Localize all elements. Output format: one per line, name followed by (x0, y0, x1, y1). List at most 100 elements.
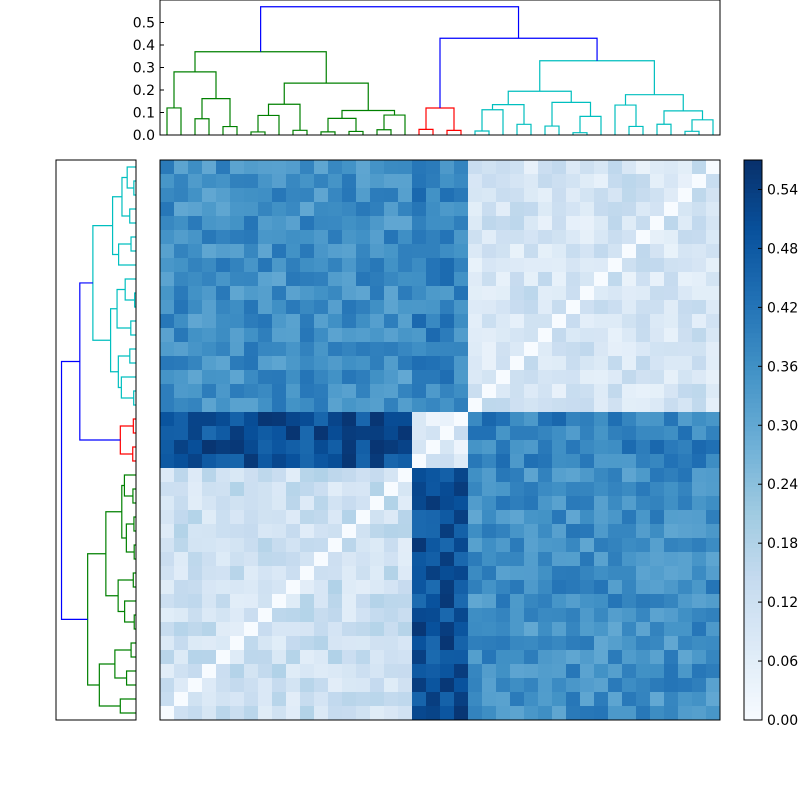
heatmap-cell (538, 692, 553, 707)
heatmap-cell (272, 706, 287, 721)
heatmap-cell (678, 202, 693, 217)
heatmap-cell (510, 412, 525, 427)
left-dendrogram-link (133, 544, 136, 560)
heatmap-cell (356, 678, 371, 693)
heatmap-cell (412, 174, 427, 189)
heatmap-cell (594, 356, 609, 371)
heatmap-cell (412, 454, 427, 469)
heatmap-cell (650, 412, 665, 427)
heatmap-cell (286, 608, 301, 623)
heatmap-cell (482, 202, 497, 217)
heatmap-cell (258, 580, 273, 595)
heatmap-cell (272, 328, 287, 343)
heatmap-cell (202, 678, 217, 693)
heatmap-cell (482, 692, 497, 707)
heatmap-cell (664, 664, 679, 679)
heatmap-cell (342, 552, 357, 567)
heatmap-cell (440, 678, 455, 693)
heatmap-cell (356, 286, 371, 301)
heatmap-cell (244, 370, 259, 385)
heatmap-cell (188, 286, 203, 301)
heatmap-cell (328, 440, 343, 455)
heatmap-cell (426, 426, 441, 441)
heatmap-cell (342, 566, 357, 581)
heatmap-cell (174, 286, 189, 301)
heatmap-cell (398, 468, 413, 483)
heatmap-cell (300, 454, 315, 469)
heatmap-cell (692, 496, 707, 511)
heatmap-cell (314, 566, 329, 581)
heatmap-cell (510, 244, 525, 259)
heatmap-cell (706, 538, 721, 553)
colorbar-segment (744, 332, 762, 338)
left-dendrogram-link (133, 516, 136, 532)
heatmap-cell (566, 440, 581, 455)
heatmap-cell (594, 622, 609, 637)
colorbar-segment (744, 510, 762, 516)
heatmap-cell (300, 188, 315, 203)
heatmap-cell (258, 454, 273, 469)
heatmap-cell (510, 692, 525, 707)
heatmap-cell (706, 230, 721, 245)
heatmap-cell (650, 650, 665, 665)
heatmap-cell (300, 216, 315, 231)
colorbar-segment (744, 192, 762, 198)
heatmap-cell (300, 258, 315, 273)
heatmap-cell (678, 524, 693, 539)
heatmap-cell (202, 202, 217, 217)
heatmap-cell (468, 328, 483, 343)
colorbar-segment (744, 552, 762, 558)
heatmap-cell (678, 692, 693, 707)
heatmap-cell (510, 454, 525, 469)
heatmap-cell (580, 496, 595, 511)
heatmap-cell (370, 468, 385, 483)
heatmap-cell (286, 258, 301, 273)
heatmap-cell (160, 216, 175, 231)
heatmap-cell (174, 244, 189, 259)
heatmap-cell (482, 636, 497, 651)
heatmap-cell (174, 202, 189, 217)
heatmap-cell (622, 160, 637, 175)
heatmap-cell (426, 272, 441, 287)
heatmap-cell (160, 272, 175, 287)
heatmap-cell (328, 636, 343, 651)
heatmap-cell (244, 594, 259, 609)
heatmap-cell (412, 524, 427, 539)
heatmap-cell (300, 230, 315, 245)
heatmap-cell (174, 524, 189, 539)
heatmap-cell (384, 230, 399, 245)
heatmap-cell (244, 216, 259, 231)
colorbar-segment (744, 244, 762, 250)
heatmap-cell (706, 440, 721, 455)
colorbar-segment (744, 402, 762, 408)
colorbar-segment (744, 342, 762, 348)
heatmap-cell (678, 272, 693, 287)
heatmap-cell (636, 454, 651, 469)
heatmap-cell (160, 398, 175, 413)
heatmap-cell (412, 650, 427, 665)
top-dendrogram-link (250, 131, 266, 135)
heatmap-cell (160, 622, 175, 637)
heatmap-cell (272, 202, 287, 217)
heatmap-cell (650, 524, 665, 539)
colorbar-segment (744, 276, 762, 282)
heatmap-cell (370, 706, 385, 721)
heatmap-cell (398, 160, 413, 175)
heatmap-cell (454, 482, 469, 497)
heatmap-cell (594, 286, 609, 301)
heatmap-cell (160, 454, 175, 469)
heatmap-cell (398, 356, 413, 371)
heatmap-cell (552, 468, 567, 483)
heatmap-cell (454, 286, 469, 301)
heatmap-cell (468, 314, 483, 329)
heatmap-cell (664, 566, 679, 581)
heatmap-cell (692, 678, 707, 693)
heatmap-cell (398, 370, 413, 385)
heatmap-cell (580, 468, 595, 483)
heatmap-cell (552, 328, 567, 343)
colorbar-segment (744, 197, 762, 203)
heatmap-cell (426, 398, 441, 413)
heatmap-cell (230, 636, 245, 651)
heatmap-cell (706, 328, 721, 343)
heatmap-cell (468, 160, 483, 175)
